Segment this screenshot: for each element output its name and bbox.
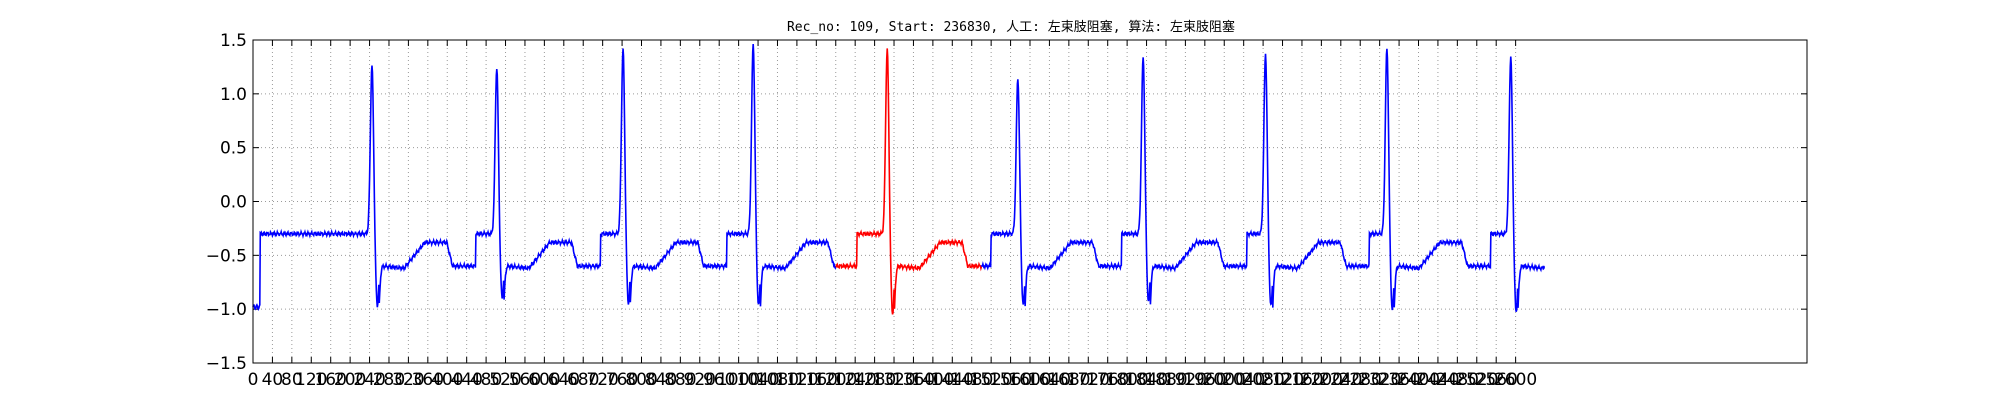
x-tick-label: 800 [625, 370, 657, 390]
x-tick-label: 960 [703, 370, 735, 390]
x-tick-label: 2560 [1475, 370, 1518, 390]
plot-frame [252, 39, 1808, 364]
x-tick-label: 1360 [892, 370, 935, 390]
x-tick-label: 2040 [1222, 370, 1265, 390]
y-tick-label: −1.0 [206, 300, 247, 320]
x-tick-label: 1920 [1164, 370, 1207, 390]
x-tick-label: 120 [295, 370, 327, 390]
x-tick-label: 1040 [736, 370, 779, 390]
ecg-series [252, 43, 1546, 315]
x-tick-label: 1320 [872, 370, 915, 390]
x-tick-label: 720 [586, 370, 618, 390]
x-tick-label: 1760 [1086, 370, 1129, 390]
x-tick-label: 1680 [1047, 370, 1090, 390]
x-tick-label: 1280 [853, 370, 896, 390]
y-tick-label: 0.0 [220, 193, 247, 213]
series-line-normal-1 [252, 43, 837, 311]
x-tick-label: 2320 [1358, 370, 1401, 390]
x-tick-label: 920 [684, 370, 716, 390]
x-tick-label: 240 [353, 370, 385, 390]
x-tick-label: 600 [528, 370, 560, 390]
x-tick-label: 2120 [1261, 370, 1304, 390]
x-tick-label: 760 [606, 370, 638, 390]
x-tick-label: 2200 [1300, 370, 1343, 390]
x-tick-label: 2480 [1436, 370, 1479, 390]
x-tick-label: 160 [314, 370, 346, 390]
x-tick-label: 0 [248, 370, 259, 390]
x-tick-label: 1480 [950, 370, 993, 390]
x-tick-label: 520 [489, 370, 521, 390]
x-tick-label: 440 [450, 370, 482, 390]
y-tick-label: 1.0 [220, 85, 247, 105]
x-tick-label: 1560 [989, 370, 1032, 390]
grid-layer [253, 40, 1807, 363]
x-tick-label: 2600 [1494, 370, 1537, 390]
x-tick-label: 1640 [1028, 370, 1071, 390]
x-tick-label: 2400 [1397, 370, 1440, 390]
x-tick-label: 2360 [1377, 370, 1420, 390]
x-tick-label: 2000 [1203, 370, 1246, 390]
x-tick-label: 1240 [834, 370, 877, 390]
y-tick-label: 1.5 [220, 31, 247, 51]
x-tick-label: 480 [470, 370, 502, 390]
x-tick-label: 1000 [717, 370, 760, 390]
chart-title: Rec_no: 109, Start: 236830, 人工: 左束肢阻塞, 算… [787, 19, 1235, 35]
x-tick-label: 640 [548, 370, 580, 390]
x-tick-label: 320 [392, 370, 424, 390]
x-tick-label: 1800 [1105, 370, 1148, 390]
x-tick-label: 360 [412, 370, 444, 390]
x-tick-label: 2520 [1455, 370, 1498, 390]
x-tick-label: 1160 [795, 370, 838, 390]
x-tick-label: 880 [664, 370, 696, 390]
x-tick-label: 2160 [1280, 370, 1323, 390]
x-tick-label: 560 [509, 370, 541, 390]
x-tick-label: 1400 [911, 370, 954, 390]
x-tick-label: 1720 [1067, 370, 1110, 390]
series-line-highlight [835, 48, 983, 315]
x-tick-label: 2440 [1416, 370, 1459, 390]
x-tick-label: 1880 [1144, 370, 1187, 390]
x-tick-label: 1840 [1125, 370, 1168, 390]
x-axis-ticks: 0 408012016020024028032036040044048052056… [248, 40, 1537, 390]
x-tick-label: 400 [431, 370, 463, 390]
x-tick-label: 840 [645, 370, 677, 390]
x-tick-label: 80 [281, 370, 303, 390]
x-tick-label: 200 [334, 370, 366, 390]
x-tick-label: 2280 [1339, 370, 1382, 390]
x-tick-label: 40 [262, 370, 284, 390]
x-tick-label: 1080 [756, 370, 799, 390]
x-tick-label: 2240 [1319, 370, 1362, 390]
x-tick-label: 1440 [931, 370, 974, 390]
y-tick-label: 0.5 [220, 139, 247, 159]
x-tick-label: 1200 [814, 370, 857, 390]
x-tick-label: 1520 [970, 370, 1013, 390]
x-tick-label: 1120 [775, 370, 818, 390]
series-line-normal-2 [980, 48, 1546, 312]
y-tick-label: −0.5 [206, 246, 247, 266]
x-tick-label: 1960 [1183, 370, 1226, 390]
y-axis-ticks: −1.5 −1.0 −0.5 0.0 0.5 1.0 1.5 [206, 31, 1807, 374]
x-tick-label: 280 [373, 370, 405, 390]
x-tick-label: 2080 [1241, 370, 1284, 390]
y-tick-label: −1.5 [206, 354, 247, 374]
x-tick-label: 1600 [1008, 370, 1051, 390]
x-tick-label: 680 [567, 370, 599, 390]
